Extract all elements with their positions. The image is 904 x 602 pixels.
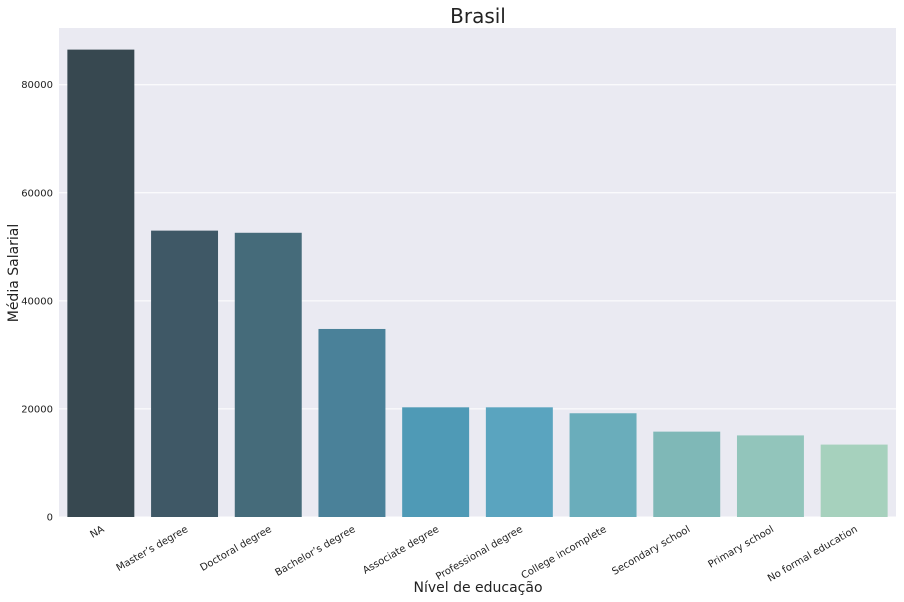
bar	[820, 444, 888, 517]
bar	[485, 407, 553, 517]
x-ticks: NA Master’s degree Doctoral degree Bachelor…	[88, 524, 859, 585]
x-axis-label: Nível de educação	[413, 580, 542, 596]
bar	[234, 232, 302, 517]
x-tick-label: Doctoral degree	[198, 524, 273, 574]
y-axis-label: Média Salarial	[6, 224, 22, 323]
bar	[653, 431, 721, 517]
y-tick-label: 20000	[21, 404, 53, 415]
y-tick-label: 0	[47, 513, 53, 524]
x-tick-label: Primary school	[706, 524, 775, 570]
bar	[67, 49, 135, 518]
x-tick-label: Associate degree	[361, 524, 441, 577]
y-tick-label: 80000	[21, 80, 53, 91]
x-tick-label: Master’s degree	[115, 524, 190, 574]
bar	[402, 407, 470, 517]
chart-title: Brasil	[450, 4, 506, 28]
bar	[569, 413, 637, 517]
x-tick-label: Secondary school	[610, 524, 692, 578]
x-tick-label: Professional degree	[434, 524, 525, 583]
x-tick-label: No formal education	[766, 524, 860, 584]
bar	[318, 328, 386, 517]
x-tick-label: College incomplete	[520, 524, 609, 582]
bars	[67, 49, 888, 518]
y-ticks: 0 20000 40000 60000 80000	[21, 80, 53, 523]
bar	[151, 230, 219, 517]
bar	[736, 435, 804, 517]
y-tick-label: 40000	[21, 296, 53, 307]
x-tick-label: NA	[88, 524, 106, 541]
y-tick-label: 60000	[21, 188, 53, 199]
x-tick-label: Bachelor’s degree	[273, 524, 357, 579]
